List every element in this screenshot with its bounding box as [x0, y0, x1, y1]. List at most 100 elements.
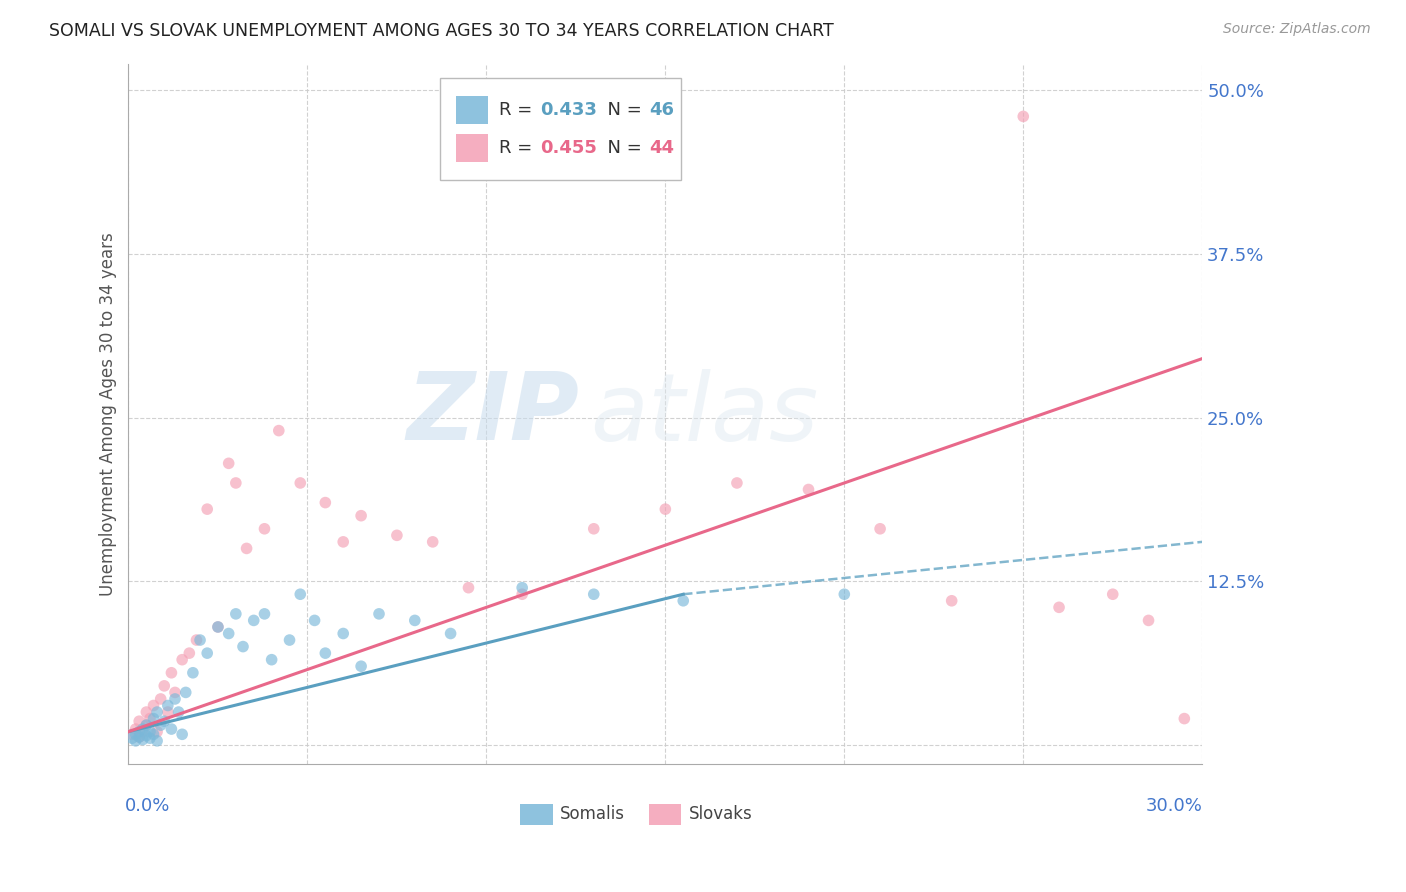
Point [124, 722, 146, 736]
Point [142, 712, 165, 726]
Text: 30.0%: 30.0% [1146, 797, 1202, 815]
Point [253, 607, 276, 621]
Text: 46: 46 [650, 101, 675, 119]
Point [132, 732, 155, 747]
Point [314, 495, 336, 509]
Text: Somalis: Somalis [560, 805, 626, 823]
Point [139, 724, 162, 739]
Point [1012, 110, 1035, 124]
Point [422, 534, 444, 549]
Point [156, 698, 179, 713]
Point [195, 646, 218, 660]
Point [139, 731, 162, 746]
Point [725, 475, 748, 490]
Text: 0.455: 0.455 [540, 139, 596, 157]
Point [160, 722, 183, 736]
Text: 0.0%: 0.0% [125, 797, 170, 815]
Point [179, 646, 201, 660]
Point [181, 665, 204, 680]
Point [207, 620, 229, 634]
Point [278, 633, 301, 648]
Point [135, 718, 157, 732]
Point [834, 587, 856, 601]
Text: 44: 44 [650, 139, 675, 157]
Point [368, 607, 391, 621]
Point [582, 587, 605, 601]
Point [139, 712, 162, 726]
Point [128, 730, 150, 744]
FancyBboxPatch shape [456, 134, 488, 162]
Point [132, 724, 155, 739]
Text: 0.433: 0.433 [540, 101, 596, 119]
Point [1047, 600, 1070, 615]
Point [135, 718, 157, 732]
Point [124, 734, 146, 748]
Point [253, 522, 276, 536]
Point [146, 724, 169, 739]
Point [188, 633, 211, 648]
Point [350, 659, 373, 673]
Point [304, 614, 326, 628]
Point [172, 727, 194, 741]
FancyBboxPatch shape [520, 804, 553, 824]
Point [186, 633, 208, 648]
Text: atlas: atlas [591, 368, 818, 459]
Text: Source: ZipAtlas.com: Source: ZipAtlas.com [1223, 22, 1371, 37]
Point [225, 607, 247, 621]
Point [149, 718, 172, 732]
Point [510, 587, 533, 601]
Point [128, 714, 150, 729]
Point [121, 731, 143, 746]
Point [350, 508, 373, 523]
Point [510, 581, 533, 595]
Point [242, 614, 264, 628]
Point [439, 626, 461, 640]
Text: N =: N = [596, 101, 647, 119]
Text: N =: N = [596, 139, 647, 157]
Point [153, 714, 176, 729]
Point [195, 502, 218, 516]
Point [1101, 587, 1123, 601]
Text: ZIP: ZIP [406, 368, 579, 460]
Point [232, 640, 254, 654]
Text: R =: R = [499, 101, 538, 119]
Text: R =: R = [499, 139, 538, 157]
Point [290, 475, 312, 490]
Point [385, 528, 408, 542]
Point [869, 522, 891, 536]
Point [146, 705, 169, 719]
Point [332, 626, 354, 640]
Point [314, 646, 336, 660]
Point [128, 730, 150, 744]
Point [135, 729, 157, 743]
Point [457, 581, 479, 595]
Point [797, 483, 820, 497]
Point [172, 653, 194, 667]
Point [128, 724, 150, 739]
Point [153, 679, 176, 693]
Point [672, 594, 695, 608]
Text: Slovaks: Slovaks [689, 805, 752, 823]
Point [290, 587, 312, 601]
Point [142, 698, 165, 713]
FancyBboxPatch shape [650, 804, 682, 824]
Point [124, 727, 146, 741]
Point [654, 502, 676, 516]
Point [174, 685, 197, 699]
Point [404, 614, 426, 628]
Point [167, 705, 190, 719]
Point [1137, 614, 1160, 628]
Text: SOMALI VS SLOVAK UNEMPLOYMENT AMONG AGES 30 TO 34 YEARS CORRELATION CHART: SOMALI VS SLOVAK UNEMPLOYMENT AMONG AGES… [49, 22, 834, 40]
Point [160, 665, 183, 680]
Point [218, 626, 240, 640]
Point [156, 705, 179, 719]
Point [163, 685, 186, 699]
Point [582, 522, 605, 536]
Point [121, 727, 143, 741]
Point [941, 594, 963, 608]
Point [163, 692, 186, 706]
Point [142, 727, 165, 741]
FancyBboxPatch shape [456, 95, 488, 124]
Point [235, 541, 257, 556]
Point [332, 534, 354, 549]
